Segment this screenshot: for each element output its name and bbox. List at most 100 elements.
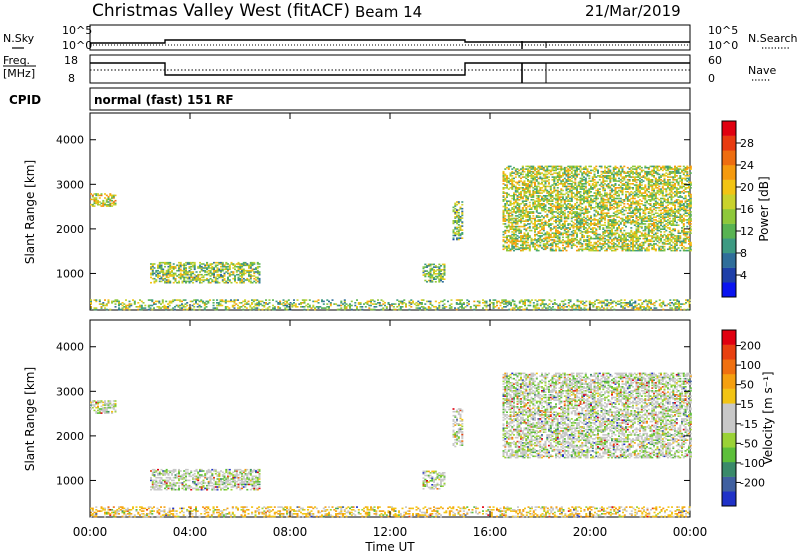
power-echo-cell [231,300,234,303]
power-echo-cell [675,215,678,217]
power-echo-cell [549,228,552,230]
power-echo-cell [654,170,657,173]
power-echo-cell [513,232,515,234]
power-echo-cell [626,187,629,189]
power-echo-cell [112,202,115,205]
power-echo-cell [184,303,187,305]
power-echo-cell [663,213,666,216]
power-echo-cell [454,210,457,213]
power-echo-cell [514,219,517,221]
power-echo-cell [679,235,682,237]
power-echo-cell [506,219,508,221]
power-echo-cell [241,281,244,284]
power-echo-cell [576,185,578,188]
power-echo-cell [525,215,528,217]
power-echo-cell [635,172,638,174]
power-echo-cell [640,249,643,252]
power-echo-cell [227,279,229,281]
power-echo-cell [586,173,589,176]
power-echo-cell [633,168,636,170]
power-echo-cell [598,193,601,196]
power-echo-cell [597,181,599,184]
power-echo-cell [618,233,620,236]
power-echo-cell [688,184,690,186]
power-echo-cell [630,193,633,196]
power-echo-cell [658,204,661,206]
power-echo-cell [602,217,605,220]
power-echo-cell [689,223,692,225]
power-echo-cell [525,177,528,180]
power-echo-cell [618,236,620,239]
power-echo-cell [644,199,647,201]
power-echo-cell [258,271,261,273]
power-echo-cell [511,239,514,241]
power-echo-cell [689,232,692,234]
power-echo-cell [562,204,564,206]
power-echo-cell [572,166,575,169]
power-echo-cell [556,224,559,226]
power-echo-cell [199,273,201,276]
power-echo-cell [609,231,612,233]
power-echo-cell [562,193,564,196]
power-echo-cell [567,217,570,220]
power-echo-cell [532,239,535,241]
power-echo-cell [456,201,458,203]
power-echo-cell [665,236,668,239]
power-echo-cell [185,276,187,279]
power-echo-cell [675,193,678,196]
power-echo-cell [174,277,177,280]
power-echo-cell [612,244,615,247]
power-echo-cell [560,165,563,168]
power-echo-cell [686,221,689,224]
power-echo-cell [241,280,244,283]
power-echo-cell [558,236,561,239]
power-echo-cell [230,273,233,276]
power-echo-cell [583,228,585,230]
power-echo-cell [426,266,428,268]
power-echo-cell [431,277,434,279]
power-echo-cell [604,189,606,192]
power-echo-cell [607,193,610,196]
power-echo-cell [549,233,552,236]
power-echo-cell [667,193,669,196]
power-echo-cell [164,272,166,275]
power-echo-cell [95,202,98,205]
power-echo-cell [633,184,636,186]
power-echo-cell [459,206,462,209]
power-echo-cell [520,209,522,212]
power-echo-cell [637,208,640,210]
power-echo-cell [195,279,198,281]
power-echo-cell [555,205,557,208]
power-echo-cell [511,231,514,233]
power-echo-cell [665,188,668,190]
power-echo-cell [677,181,680,184]
power-echo-cell [679,217,682,220]
power-echo-cell [563,215,566,217]
power-echo-cell [223,264,226,267]
power-echo-cell [242,272,245,275]
power-echo-cell [654,219,657,221]
power-echo-cell [549,248,552,251]
power-echo-cell [674,184,676,186]
power-echo-cell [185,268,187,271]
power-echo-cell [523,241,526,244]
power-echo-cell [574,213,577,216]
power-echo-cell [546,245,549,248]
power-echo-cell [235,265,238,268]
power-echo-cell [527,196,529,198]
power-echo-cell [181,281,184,284]
power-echo-cell [433,277,435,279]
power-echo-cell [623,240,626,243]
power-echo-cell [558,205,561,208]
power-echo-cell [576,165,578,168]
power-echo-cell [206,279,209,281]
power-echo-cell [247,300,250,303]
power-echo-cell [556,197,559,200]
power-echo-cell [619,229,622,232]
power-echo-cell [542,191,545,193]
power-echo-cell [644,235,647,237]
power-echo-cell [268,308,271,311]
power-echo-cell [663,181,666,184]
power-echo-cell [534,169,536,172]
power-echo-cell [214,264,217,267]
